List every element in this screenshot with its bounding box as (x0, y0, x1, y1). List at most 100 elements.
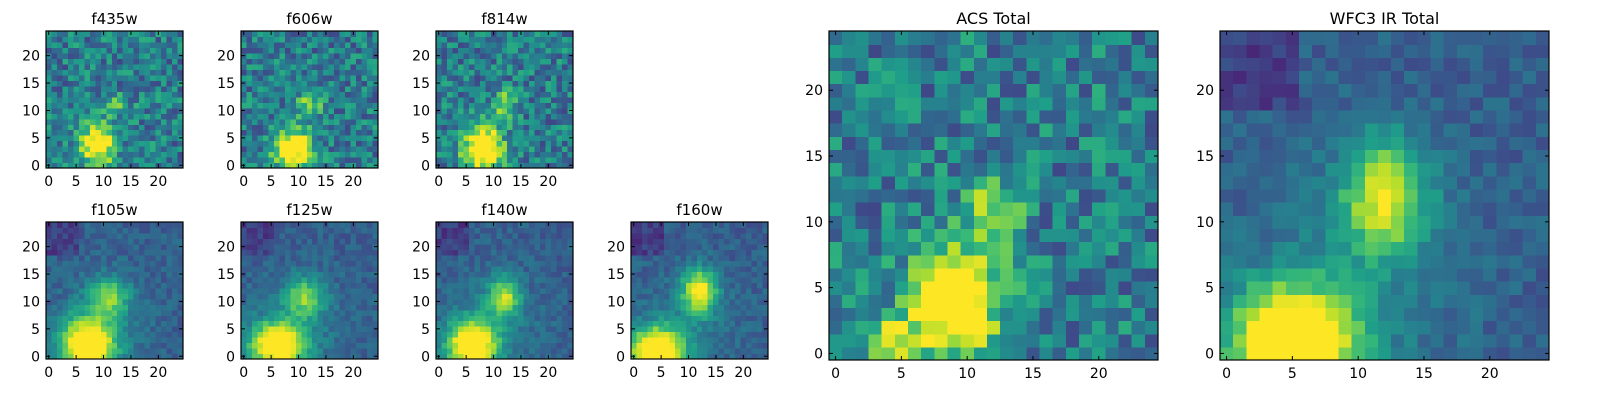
f606w-pixel (323, 146, 330, 153)
f105w-pixel (95, 293, 102, 300)
f160w-pixel (757, 326, 764, 333)
f160w-pixel (762, 282, 769, 289)
f125w-pixel (345, 227, 352, 234)
f105w-pixel (95, 326, 102, 333)
f125w-pixel (301, 342, 308, 349)
f606w-pixel (301, 74, 308, 81)
f814w-pixel (518, 146, 525, 153)
acs-total-pixel (1026, 162, 1041, 177)
f606w-pixel (306, 162, 313, 169)
f435w-pixel (67, 80, 74, 87)
acs-total-pixel (881, 241, 896, 256)
f606w-pixel (367, 162, 374, 169)
f140w-pixel (523, 222, 530, 229)
f435w-pixel (161, 36, 168, 43)
f105w-pixel (128, 265, 135, 272)
f105w-pixel (133, 243, 140, 250)
f160w-pixel (636, 238, 643, 245)
f140w-pixel (479, 326, 486, 333)
f606w-pixel (257, 118, 264, 125)
f140w-pixel (463, 232, 470, 240)
f435w-pixel (100, 135, 107, 142)
f160w-pixel (652, 276, 659, 283)
f140w-pixel (507, 337, 514, 344)
f160w-pixel (641, 276, 649, 283)
f160w-pixel (762, 342, 769, 349)
acs-total-pixel (1079, 228, 1093, 243)
f814w-y-tick-label: 10 (412, 103, 430, 119)
f125w-pixel (262, 320, 269, 327)
f606w-pixel (268, 146, 275, 153)
f606w-pixel (262, 151, 269, 158)
f606w-pixel (295, 85, 302, 92)
f814w-pixel (485, 162, 492, 169)
f435w-pixel (106, 118, 113, 125)
f435w-pixel (89, 91, 96, 98)
f435w-pixel (100, 63, 107, 70)
f606w-pixel (350, 36, 357, 43)
f160w-x-tick-label: 15 (707, 365, 725, 381)
f160w-pixel (685, 260, 692, 267)
f814w-pixel (496, 162, 503, 169)
f160w-pixel (713, 293, 720, 300)
f105w-pixel (111, 326, 118, 333)
f125w-pixel (317, 304, 324, 311)
f105w-pixel (84, 276, 91, 283)
f435w-pixel (46, 69, 53, 76)
f105w-pixel (150, 326, 157, 333)
f814w-pixel (485, 96, 492, 103)
f140w-pixel (452, 320, 459, 327)
f814w-pixel (556, 52, 563, 59)
f140w-pixel (562, 222, 569, 229)
acs-total-pixel (973, 346, 988, 361)
f140w-pixel (457, 342, 464, 349)
f125w-pixel (356, 271, 363, 278)
f160w-pixel (658, 326, 665, 333)
f125w-pixel (312, 282, 319, 289)
f125w-pixel (295, 309, 302, 316)
f435w-pixel (78, 63, 85, 70)
f814w-pixel (452, 129, 459, 136)
f814w-pixel (540, 162, 547, 169)
f160w-pixel (713, 276, 720, 283)
f160w-pixel (729, 271, 736, 278)
f105w-pixel (84, 353, 91, 360)
f125w-pixel (246, 298, 253, 305)
f125w-pixel (241, 287, 248, 294)
acs-total-pixel (855, 281, 870, 295)
f125w-pixel (367, 315, 374, 322)
f160w-pixel (658, 309, 665, 316)
f105w-pixel (67, 276, 74, 283)
f105w-pixel (144, 282, 151, 289)
f125w-pixel (262, 326, 269, 333)
f160w-pixel (647, 293, 654, 300)
f435w-pixel (95, 107, 102, 114)
f435w-pixel (78, 85, 85, 92)
f140w-pixel (485, 238, 492, 245)
f160w-pixel (636, 232, 643, 240)
f814w-pixel (512, 74, 519, 81)
f140w-pixel (534, 315, 541, 322)
f435w-pixel (62, 91, 69, 98)
acs-total-pixel (960, 267, 975, 282)
f140w-pixel (501, 227, 508, 234)
f125w-pixel (367, 326, 374, 333)
f435w-pixel (106, 157, 113, 164)
f435w-pixel (139, 41, 146, 49)
f140w-pixel (436, 276, 443, 283)
f160w-pixel (724, 326, 731, 333)
f105w-pixel (133, 238, 140, 245)
f814w-pixel (507, 118, 514, 125)
f606w-pixel (372, 124, 379, 131)
acs-total-pixel (1105, 307, 1120, 322)
f814w-pixel (468, 135, 475, 142)
f125w-pixel (262, 309, 269, 316)
f814w-pixel (436, 129, 443, 136)
f160w-pixel (641, 326, 649, 333)
f160w-pixel (707, 298, 714, 305)
f606w-pixel (345, 36, 352, 43)
f105w-pixel (56, 298, 64, 305)
f160w-pixel (652, 342, 659, 349)
f160w-pixel (631, 287, 638, 294)
f814w-pixel (474, 80, 481, 87)
